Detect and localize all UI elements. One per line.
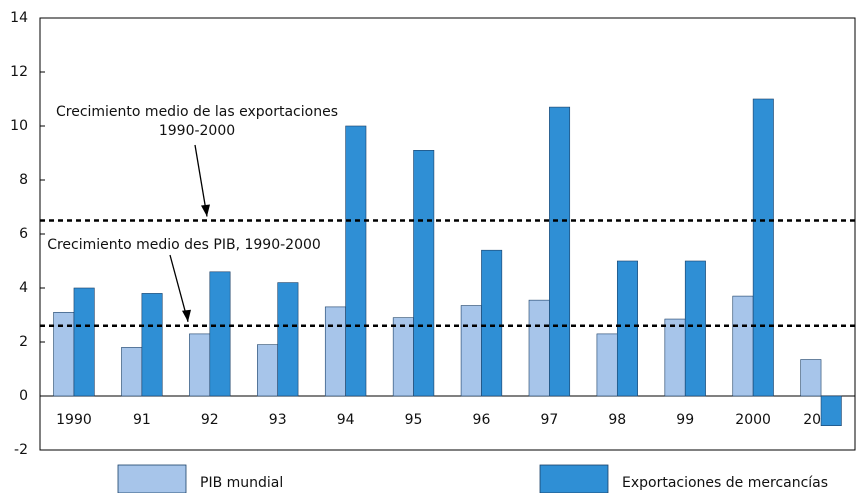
- x-tick-label: 2000: [735, 412, 771, 428]
- bar: [413, 150, 435, 397]
- x-tick-label: 1990: [56, 412, 92, 428]
- y-tick-label: 6: [19, 226, 28, 242]
- x-tick-label: 97: [540, 412, 558, 428]
- legend-label: PIB mundial: [200, 475, 283, 491]
- annotation: Crecimiento medio des PIB, 1990-2000: [47, 237, 321, 253]
- y-tick-label: 4: [19, 280, 28, 296]
- y-tick-label: 8: [19, 172, 28, 188]
- annotation: Crecimiento medio de las exportaciones: [56, 104, 338, 120]
- bar: [616, 260, 638, 397]
- y-tick-label: -2: [14, 442, 28, 458]
- bar: [277, 282, 299, 397]
- x-tick-label: 91: [133, 412, 151, 428]
- legend-swatch: [539, 464, 609, 493]
- bar: [820, 395, 842, 427]
- x-tick-label: 98: [608, 412, 626, 428]
- bar: [752, 98, 774, 397]
- bar: [345, 125, 367, 397]
- bar: [257, 344, 279, 397]
- bar: [460, 305, 482, 397]
- bar: [800, 359, 822, 397]
- bar: [481, 249, 503, 397]
- arrow-shaft: [194, 144, 208, 217]
- bar: [528, 299, 550, 397]
- x-tick-label: 93: [269, 412, 287, 428]
- bar: [664, 318, 686, 397]
- y-tick-label: 0: [19, 388, 28, 404]
- bar: [141, 293, 163, 397]
- bar: [392, 317, 414, 397]
- legend-label: Exportaciones de mercancías: [622, 475, 828, 491]
- y-tick-label: 2: [19, 334, 28, 350]
- bar: [549, 106, 571, 397]
- annotation: 1990-2000: [159, 123, 235, 139]
- bar: [684, 260, 706, 397]
- x-tick-label: 96: [473, 412, 491, 428]
- bar: [596, 333, 618, 397]
- x-tick-label: 95: [405, 412, 423, 428]
- y-tick-label: 10: [10, 118, 28, 134]
- x-tick-label: 94: [337, 412, 355, 428]
- bar: [209, 271, 231, 397]
- bar: [189, 333, 211, 397]
- x-tick-label: 99: [676, 412, 694, 428]
- bar: [73, 287, 95, 397]
- x-tick-label: 92: [201, 412, 219, 428]
- bar: [324, 306, 346, 397]
- bar: [121, 347, 143, 397]
- arrow-head: [201, 204, 210, 217]
- bar: [732, 295, 754, 397]
- y-tick-label: 12: [10, 64, 28, 80]
- arrow-head: [182, 309, 191, 322]
- legend-swatch: [117, 464, 187, 493]
- y-tick-label: 14: [10, 10, 28, 26]
